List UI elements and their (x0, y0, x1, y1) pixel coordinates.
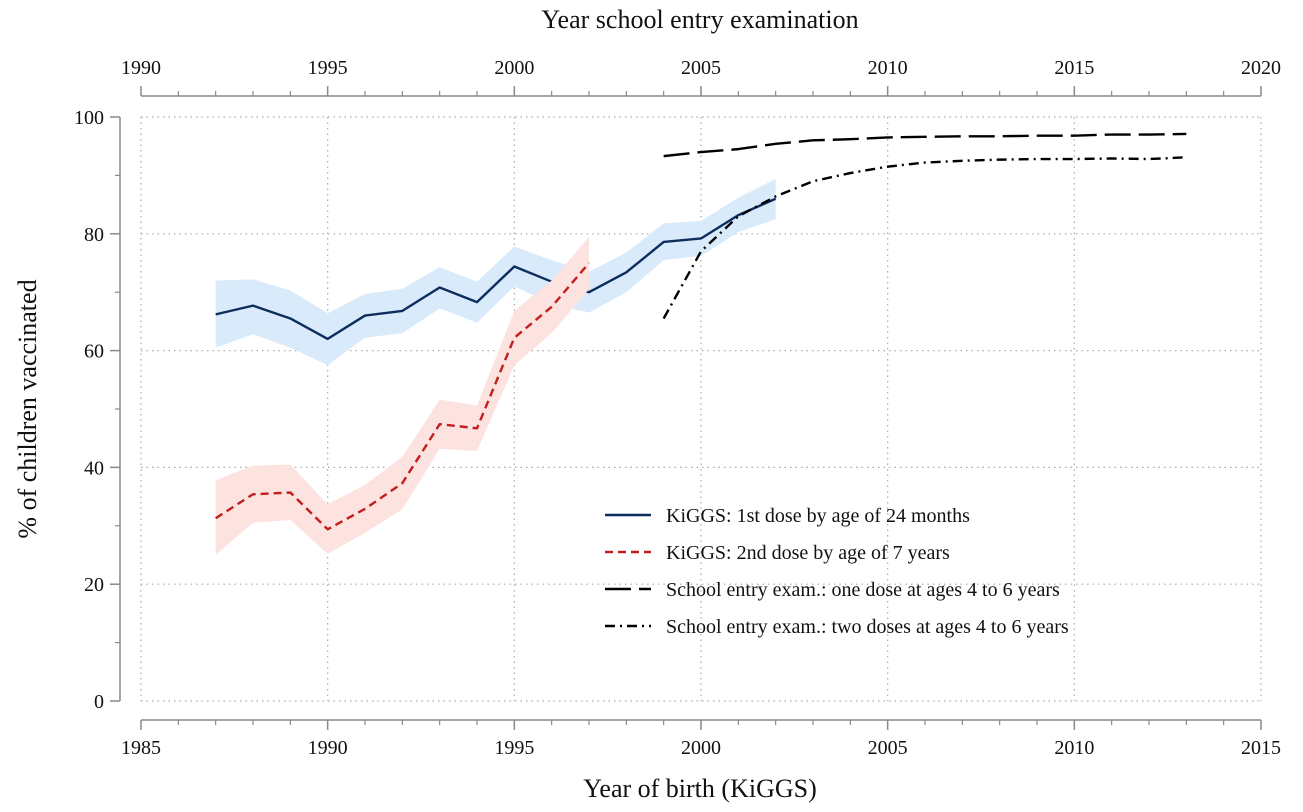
y-tick-label: 20 (84, 574, 104, 596)
x-tick-label: 1995 (494, 737, 534, 759)
top-tick-label: 1990 (121, 57, 161, 79)
y-tick-label: 40 (84, 457, 104, 479)
legend-label: School entry exam.: one dose at ages 4 t… (666, 579, 1060, 601)
y-tick-label: 80 (84, 224, 104, 246)
x-tick-label: 2000 (681, 737, 721, 759)
top-tick-label: 2005 (681, 57, 721, 79)
y-tick-label: 0 (94, 691, 104, 713)
y-tick-label: 100 (74, 107, 104, 129)
series-line (663, 132, 1187, 158)
top-tick-label: 2010 (868, 57, 908, 79)
top-tick-label: 1995 (308, 57, 348, 79)
x-tick-label: 2005 (868, 737, 908, 759)
y-tick-label: 60 (84, 341, 104, 363)
confidence-band (215, 178, 776, 366)
x-tick-label: 1985 (121, 737, 161, 759)
series-line (215, 262, 590, 531)
x-tick-label: 1990 (308, 737, 348, 759)
x-tick-label: 2015 (1241, 737, 1281, 759)
top-tick-label: 2000 (494, 57, 534, 79)
top-tick-label: 2020 (1241, 57, 1281, 79)
series-line (662, 156, 1187, 320)
legend: KiGGS: 1st dose by age of 24 months KiGGS… (605, 505, 1069, 638)
top-tick-label: 2015 (1054, 57, 1094, 79)
top-axis-title: Year school entry examination (541, 5, 858, 34)
series-line (215, 197, 777, 341)
legend-label: KiGGS: 2nd dose by age of 7 years (666, 542, 950, 564)
legend-label: KiGGS: 1st dose by age of 24 months (666, 505, 970, 527)
x-tick-label: 2010 (1054, 737, 1094, 759)
y-axis-title: % of children vaccinated (13, 279, 42, 538)
confidence-band (215, 236, 589, 555)
x-axis-title: Year of birth (KiGGS) (583, 774, 817, 803)
legend-label: School entry exam.: two doses at ages 4 … (666, 616, 1069, 638)
